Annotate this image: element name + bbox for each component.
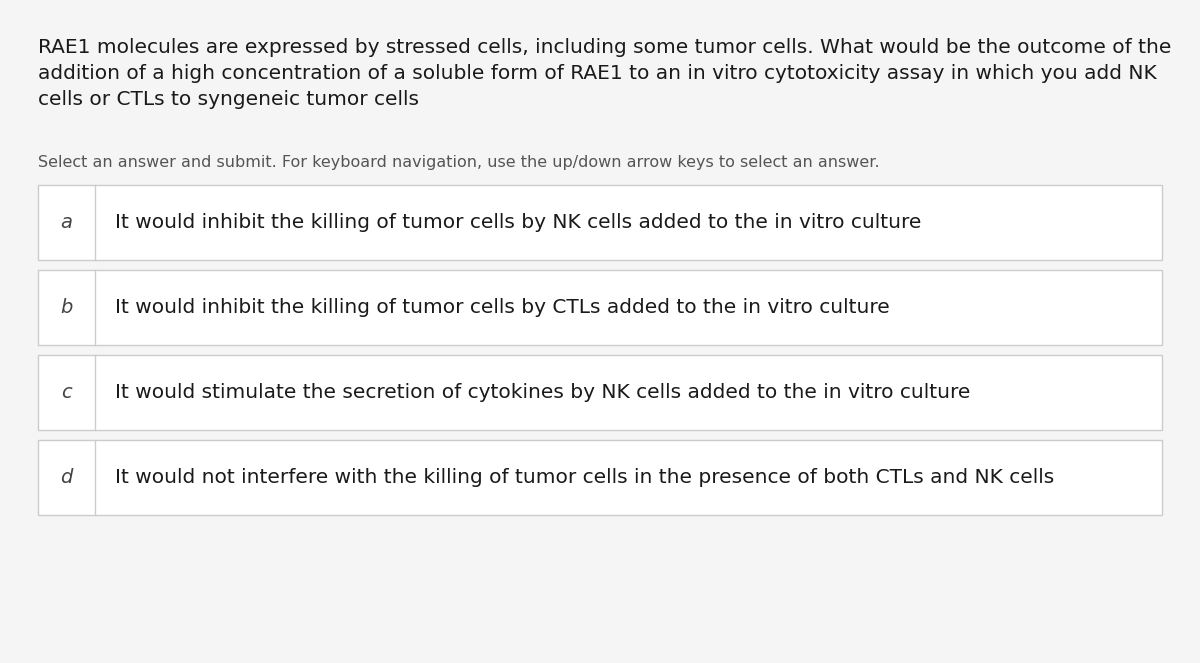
Text: It would inhibit the killing of tumor cells by NK cells added to the in vitro cu: It would inhibit the killing of tumor ce… xyxy=(115,213,922,232)
Text: cells or CTLs to syngeneic tumor cells: cells or CTLs to syngeneic tumor cells xyxy=(38,90,419,109)
Text: RAE1 molecules are expressed by stressed cells, including some tumor cells. What: RAE1 molecules are expressed by stressed… xyxy=(38,38,1171,57)
FancyBboxPatch shape xyxy=(38,440,1162,515)
FancyBboxPatch shape xyxy=(38,355,1162,430)
Text: It would inhibit the killing of tumor cells by CTLs added to the in vitro cultur: It would inhibit the killing of tumor ce… xyxy=(115,298,889,317)
FancyBboxPatch shape xyxy=(38,270,1162,345)
Text: It would not interfere with the killing of tumor cells in the presence of both C: It would not interfere with the killing … xyxy=(115,468,1055,487)
FancyBboxPatch shape xyxy=(38,185,1162,260)
Text: Select an answer and submit. For keyboard navigation, use the up/down arrow keys: Select an answer and submit. For keyboar… xyxy=(38,155,880,170)
Text: a: a xyxy=(60,213,72,232)
Text: It would stimulate the secretion of cytokines by NK cells added to the in vitro : It would stimulate the secretion of cyto… xyxy=(115,383,971,402)
Text: addition of a high concentration of a soluble form of RAE1 to an in vitro cytoto: addition of a high concentration of a so… xyxy=(38,64,1157,83)
Text: d: d xyxy=(60,468,72,487)
Text: b: b xyxy=(60,298,72,317)
Text: c: c xyxy=(61,383,71,402)
